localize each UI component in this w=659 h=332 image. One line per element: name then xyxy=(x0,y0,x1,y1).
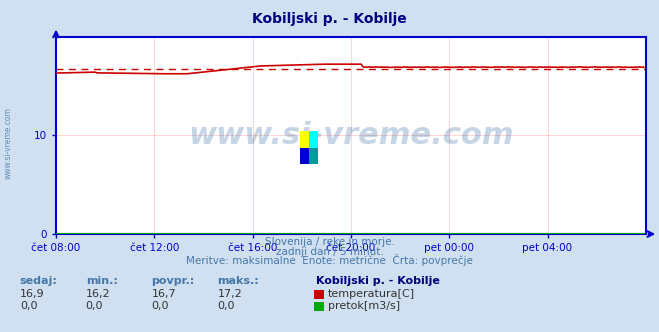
Text: maks.:: maks.: xyxy=(217,276,259,286)
Text: Kobiljski p. - Kobilje: Kobiljski p. - Kobilje xyxy=(252,12,407,26)
Text: min.:: min.: xyxy=(86,276,117,286)
Text: www.si-vreme.com: www.si-vreme.com xyxy=(3,107,13,179)
Text: 0,0: 0,0 xyxy=(217,301,235,311)
Text: 16,2: 16,2 xyxy=(86,289,110,299)
Bar xyxy=(300,131,309,148)
Text: 17,2: 17,2 xyxy=(217,289,243,299)
Text: zadnji dan / 5 minut.: zadnji dan / 5 minut. xyxy=(275,247,384,257)
Text: 16,7: 16,7 xyxy=(152,289,176,299)
Text: 16,9: 16,9 xyxy=(20,289,44,299)
Text: Slovenija / reke in morje.: Slovenija / reke in morje. xyxy=(264,237,395,247)
Text: 0,0: 0,0 xyxy=(152,301,169,311)
Text: Meritve: maksimalne  Enote: metrične  Črta: povprečje: Meritve: maksimalne Enote: metrične Črta… xyxy=(186,254,473,266)
Text: 0,0: 0,0 xyxy=(86,301,103,311)
Text: www.si-vreme.com: www.si-vreme.com xyxy=(188,121,514,150)
Text: sedaj:: sedaj: xyxy=(20,276,57,286)
Bar xyxy=(300,148,309,164)
Text: pretok[m3/s]: pretok[m3/s] xyxy=(328,301,399,311)
Bar xyxy=(309,131,318,148)
Text: povpr.:: povpr.: xyxy=(152,276,195,286)
Text: Kobiljski p. - Kobilje: Kobiljski p. - Kobilje xyxy=(316,276,440,286)
Text: temperatura[C]: temperatura[C] xyxy=(328,289,415,299)
Bar xyxy=(309,148,318,164)
Text: 0,0: 0,0 xyxy=(20,301,38,311)
